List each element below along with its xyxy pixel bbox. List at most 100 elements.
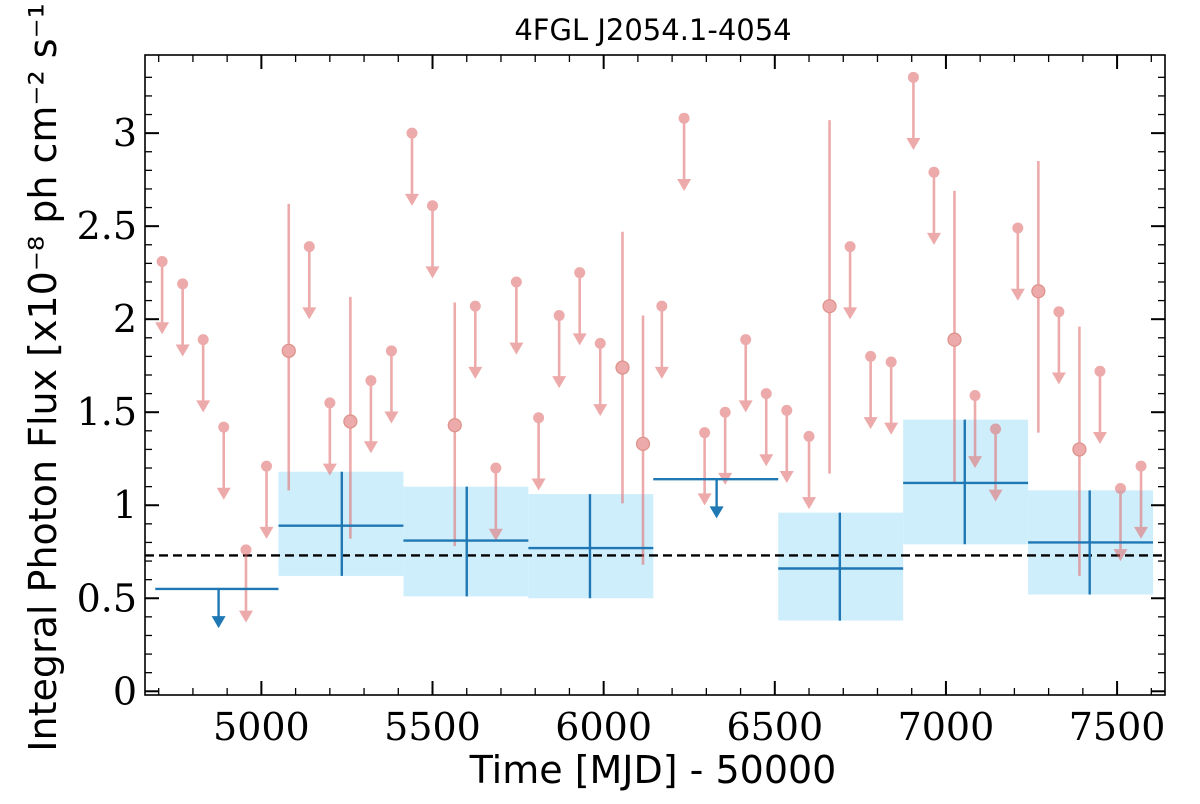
- short-bin-upper-limit: [802, 430, 817, 510]
- short-bin-upper-limit: [779, 404, 794, 484]
- upper-limit-marker: [594, 337, 606, 349]
- upper-limit-arrowhead: [425, 266, 440, 279]
- upper-limit-marker: [1053, 306, 1065, 318]
- upper-limit-marker: [760, 388, 772, 400]
- upper-limit-arrowhead: [802, 497, 817, 510]
- long-bin-series: [155, 419, 1154, 629]
- short-bin-upper-limit: [1092, 365, 1107, 444]
- upper-limit-marker: [656, 300, 668, 312]
- upper-limit-arrowhead: [654, 366, 669, 379]
- short-bin-series: [155, 71, 1149, 623]
- short-bin-detection: [1072, 326, 1087, 576]
- short-bin-upper-limit: [843, 241, 858, 320]
- upper-limit-marker: [1012, 222, 1024, 234]
- short-bin-point: [615, 360, 630, 375]
- upper-limit-marker: [844, 241, 856, 253]
- x-tick-label: 6500: [726, 705, 823, 749]
- upper-limit-arrowhead: [572, 333, 587, 346]
- x-tick-label: 5500: [384, 705, 481, 749]
- upper-limit-arrowhead: [259, 526, 274, 539]
- x-tick-label: 6000: [555, 705, 652, 749]
- short-bin-upper-limit: [425, 200, 440, 279]
- upper-limit-marker: [781, 404, 793, 416]
- upper-limit-marker: [490, 462, 502, 474]
- upper-limit-arrowhead: [363, 441, 378, 454]
- short-bin-upper-limit: [488, 462, 503, 541]
- upper-limit-arrowhead: [863, 417, 878, 430]
- upper-limit-marker: [177, 278, 189, 290]
- upper-limit-arrowhead: [843, 307, 858, 320]
- upper-limit-marker: [197, 334, 209, 346]
- upper-limit-marker: [574, 267, 586, 279]
- upper-limit-marker: [261, 460, 273, 472]
- short-bin-upper-limit: [322, 397, 337, 476]
- upper-limit-arrowhead: [593, 404, 608, 417]
- upper-limit-arrowhead: [988, 489, 1003, 502]
- short-bin-upper-limit: [302, 241, 317, 320]
- upper-limit-marker: [427, 200, 439, 212]
- upper-limit-arrowhead: [552, 376, 567, 389]
- short-bin-upper-limit: [1051, 306, 1066, 385]
- x-tick-label: 7000: [898, 705, 995, 749]
- upper-limit-marker: [719, 406, 731, 418]
- upper-limit-marker: [533, 412, 545, 424]
- y-axis-label: Integral Photon Flux [x10⁻⁸ ph cm⁻² s⁻¹]: [21, 0, 65, 752]
- short-bin-upper-limit: [238, 544, 253, 623]
- upper-limit-arrowhead: [884, 422, 899, 435]
- short-bin-point: [635, 436, 651, 451]
- upper-limit-arrowhead: [926, 232, 941, 245]
- short-bin-upper-limit: [404, 127, 419, 206]
- upper-limit-arrowhead: [509, 342, 524, 355]
- short-bin-point: [1072, 442, 1087, 457]
- short-bin-point: [447, 418, 462, 433]
- upper-limit-arrowhead: [1010, 288, 1025, 301]
- upper-limit-arrowhead: [738, 400, 753, 413]
- upper-limit-arrowhead: [322, 463, 337, 476]
- short-bin-upper-limit: [531, 412, 546, 491]
- upper-limit-arrowhead: [677, 178, 692, 191]
- short-bin-point: [343, 414, 358, 429]
- short-bin-upper-limit: [906, 71, 921, 151]
- upper-limit-marker: [469, 300, 481, 312]
- upper-limit-marker: [218, 421, 230, 433]
- upper-limit-marker: [553, 309, 565, 321]
- short-bin-upper-limit: [259, 460, 274, 539]
- short-bin-detection: [635, 315, 651, 565]
- upper-limit-marker: [907, 71, 919, 83]
- upper-limit-arrowhead: [1113, 549, 1128, 562]
- upper-limit-marker: [928, 166, 940, 178]
- upper-limit-arrowhead: [155, 322, 170, 335]
- short-bin-detection: [1031, 161, 1046, 433]
- short-bin-point: [822, 299, 837, 314]
- y-tick-label: 0: [113, 669, 137, 713]
- short-bin-upper-limit: [654, 300, 669, 379]
- upper-limit-marker: [156, 256, 168, 268]
- upper-limit-marker: [240, 544, 252, 556]
- short-bin-point: [947, 332, 962, 347]
- short-bin-upper-limit: [384, 345, 399, 424]
- short-bin-upper-limit: [363, 375, 378, 454]
- short-bin-upper-limit: [572, 267, 587, 346]
- upper-limit-arrowhead: [404, 193, 419, 206]
- upper-limit-marker: [865, 350, 877, 362]
- upper-limit-marker: [324, 397, 336, 409]
- upper-limit-marker: [303, 241, 315, 253]
- upper-limit-arrowhead: [779, 471, 794, 484]
- short-bin-upper-limit: [175, 278, 190, 357]
- short-bin-detection: [615, 231, 630, 504]
- upper-limit-arrowhead: [906, 138, 921, 151]
- upper-limit-marker: [406, 127, 418, 139]
- short-bin-upper-limit: [552, 309, 567, 389]
- short-bin-point: [1031, 284, 1046, 299]
- upper-limit-arrowhead: [216, 487, 231, 500]
- long-bin-bands: [278, 419, 1154, 621]
- y-tick-label: 1.5: [77, 390, 137, 434]
- upper-limit-arrowhead: [1051, 372, 1066, 385]
- upper-limit-marker: [969, 389, 981, 401]
- short-bin-upper-limit: [863, 350, 878, 430]
- upper-limit-marker: [1094, 365, 1106, 377]
- short-bin-detection: [343, 296, 358, 539]
- upper-limit-marker: [740, 334, 752, 346]
- short-bin-upper-limit: [509, 276, 524, 355]
